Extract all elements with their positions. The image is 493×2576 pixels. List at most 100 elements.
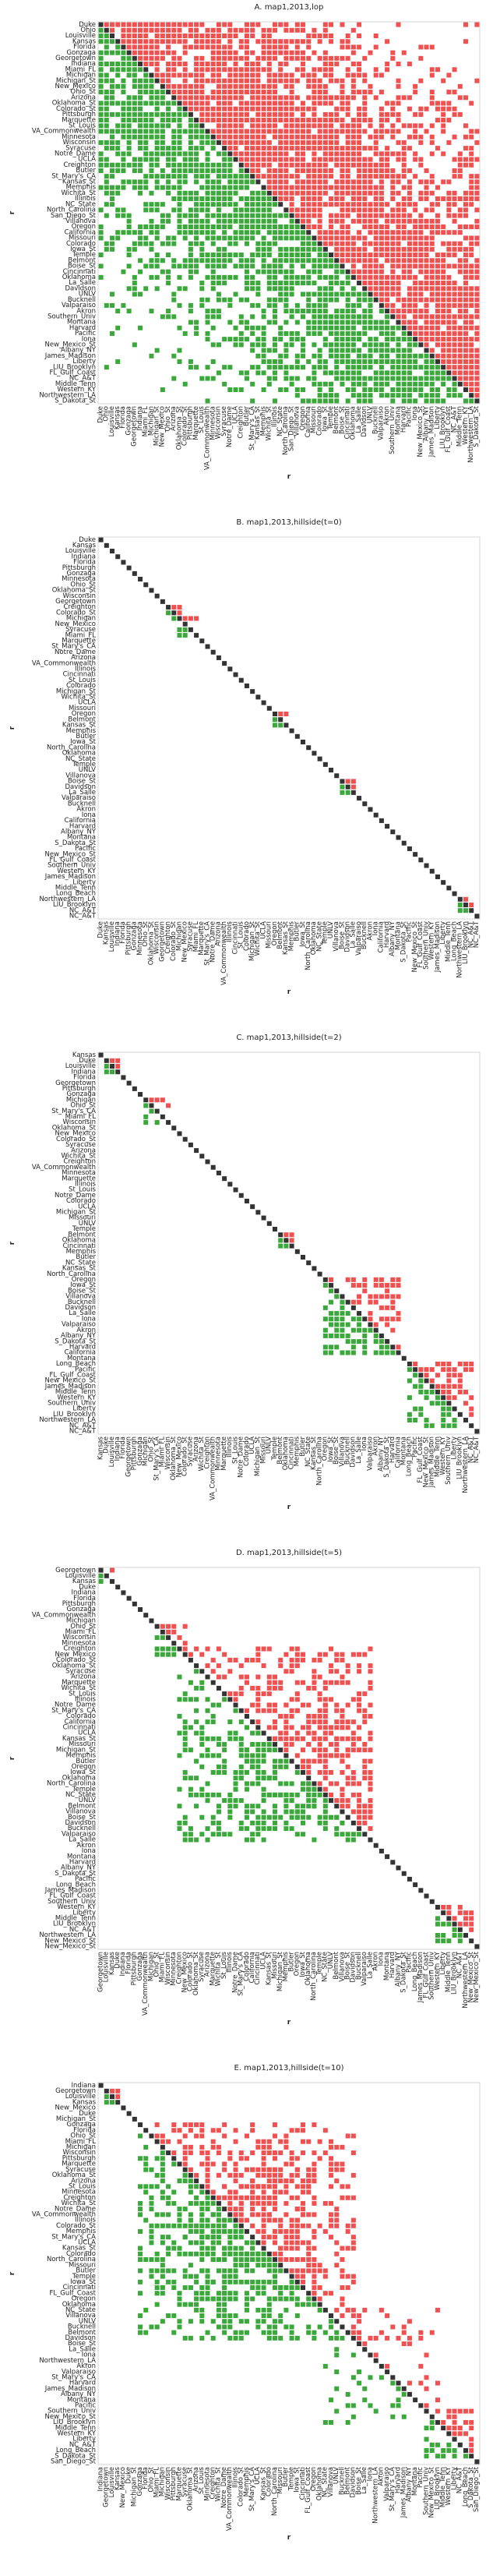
cell-above-diagonal [350, 241, 356, 246]
cell-below-diagonal [222, 253, 227, 258]
cell-above-diagonal [368, 1804, 373, 1809]
x-tick-label: Harvard [389, 1952, 396, 1978]
cell-above-diagonal [272, 2251, 277, 2256]
cell-diagonal [407, 1876, 412, 1882]
cell-diagonal [474, 398, 480, 404]
cell-below-diagonal [126, 67, 132, 72]
cell-below-diagonal [154, 140, 160, 145]
cell-below-diagonal [301, 1815, 306, 1820]
cell-below-diagonal [160, 314, 165, 320]
cell-above-diagonal [435, 309, 440, 314]
cell-below-diagonal [177, 134, 182, 140]
cell-above-diagonal [216, 111, 221, 117]
cell-below-diagonal [294, 365, 300, 370]
cell-below-diagonal [385, 348, 390, 353]
cell-below-diagonal [446, 1921, 452, 1927]
cell-above-diagonal [238, 106, 244, 111]
cell-below-diagonal [205, 235, 210, 241]
cell-below-diagonal [104, 174, 109, 179]
cell-above-diagonal [289, 146, 294, 151]
cell-above-diagonal [312, 106, 317, 111]
cell-below-diagonal [289, 1781, 294, 1786]
cell-below-diagonal [385, 376, 390, 381]
cell-below-diagonal [222, 1832, 227, 1837]
cell-above-diagonal [368, 1815, 373, 1820]
cell-above-diagonal [429, 224, 435, 230]
cell-below-diagonal [182, 213, 188, 218]
cell-diagonal [345, 269, 350, 274]
cell-below-diagonal [166, 2235, 171, 2240]
cell-above-diagonal [182, 44, 188, 50]
cell-above-diagonal [413, 1361, 418, 1366]
cell-below-diagonal [266, 297, 272, 302]
cell-above-diagonal [357, 72, 362, 78]
cell-above-diagonal [418, 230, 424, 235]
cell-below-diagonal [283, 235, 289, 241]
cell-above-diagonal [278, 140, 283, 145]
cell-below-diagonal [194, 263, 199, 269]
cell-below-diagonal [227, 185, 233, 190]
cell-above-diagonal [373, 140, 379, 145]
cell-above-diagonal [160, 22, 165, 27]
cell-below-diagonal [149, 309, 154, 314]
cell-above-diagonal [357, 106, 362, 111]
cell-below-diagonal [154, 2291, 160, 2296]
x-tick-label: Valparaiso [355, 921, 363, 956]
cell-above-diagonal [463, 146, 468, 151]
cell-above-diagonal [357, 1798, 362, 1804]
x-tick-label: Memphis [294, 1436, 301, 1466]
cell-below-diagonal [205, 157, 210, 162]
cell-below-diagonal [210, 1719, 216, 1725]
cell-above-diagonal [306, 179, 312, 185]
cell-below-diagonal [272, 398, 277, 404]
cell-below-diagonal [350, 325, 356, 330]
cell-below-diagonal [222, 224, 227, 230]
cell-above-diagonal [435, 286, 440, 292]
cell-below-diagonal [205, 196, 210, 201]
cell-below-diagonal [143, 241, 149, 246]
cell-above-diagonal [138, 34, 143, 39]
cell-above-diagonal [266, 83, 272, 89]
cell-above-diagonal [205, 1663, 210, 1669]
cell-above-diagonal [385, 1322, 390, 1327]
cell-above-diagonal [446, 1361, 452, 1366]
cell-above-diagonal [373, 213, 379, 218]
cell-above-diagonal [396, 218, 401, 224]
cell-below-diagonal [266, 1747, 272, 1753]
cell-above-diagonal [166, 50, 171, 55]
cell-diagonal [463, 902, 468, 907]
cell-above-diagonal [233, 2128, 238, 2133]
cell-below-diagonal [216, 1736, 221, 1741]
cell-above-diagonal [261, 118, 266, 123]
cell-below-diagonal [227, 1804, 233, 1809]
cell-below-diagonal [199, 2307, 205, 2313]
cell-above-diagonal [463, 330, 468, 336]
cell-below-diagonal [210, 2228, 216, 2234]
cell-above-diagonal [350, 258, 356, 263]
cell-above-diagonal [238, 1685, 244, 1691]
cell-above-diagonal [227, 72, 233, 78]
cell-below-diagonal [266, 1741, 272, 1747]
cell-above-diagonal [334, 157, 340, 162]
cell-below-diagonal [149, 2207, 154, 2212]
cell-above-diagonal [413, 83, 418, 89]
cell-above-diagonal [469, 292, 474, 297]
cell-below-diagonal [132, 106, 137, 111]
cell-above-diagonal [401, 218, 407, 224]
cell-above-diagonal [350, 134, 356, 140]
y-tick-label: Illinois [75, 666, 97, 673]
cell-above-diagonal [350, 129, 356, 134]
cell-below-diagonal [429, 387, 435, 392]
cell-below-diagonal [160, 2256, 165, 2262]
cell-below-diagonal [233, 1730, 238, 1736]
cell-below-diagonal [238, 174, 244, 179]
cell-above-diagonal [418, 111, 424, 117]
cell-below-diagonal [329, 320, 334, 325]
cell-below-diagonal [143, 185, 149, 190]
cell-above-diagonal [441, 253, 446, 258]
cell-diagonal [373, 297, 379, 302]
x-axis-label: r [287, 988, 291, 996]
cell-above-diagonal [143, 39, 149, 44]
cell-below-diagonal [334, 365, 340, 370]
cell-below-diagonal [104, 146, 109, 151]
